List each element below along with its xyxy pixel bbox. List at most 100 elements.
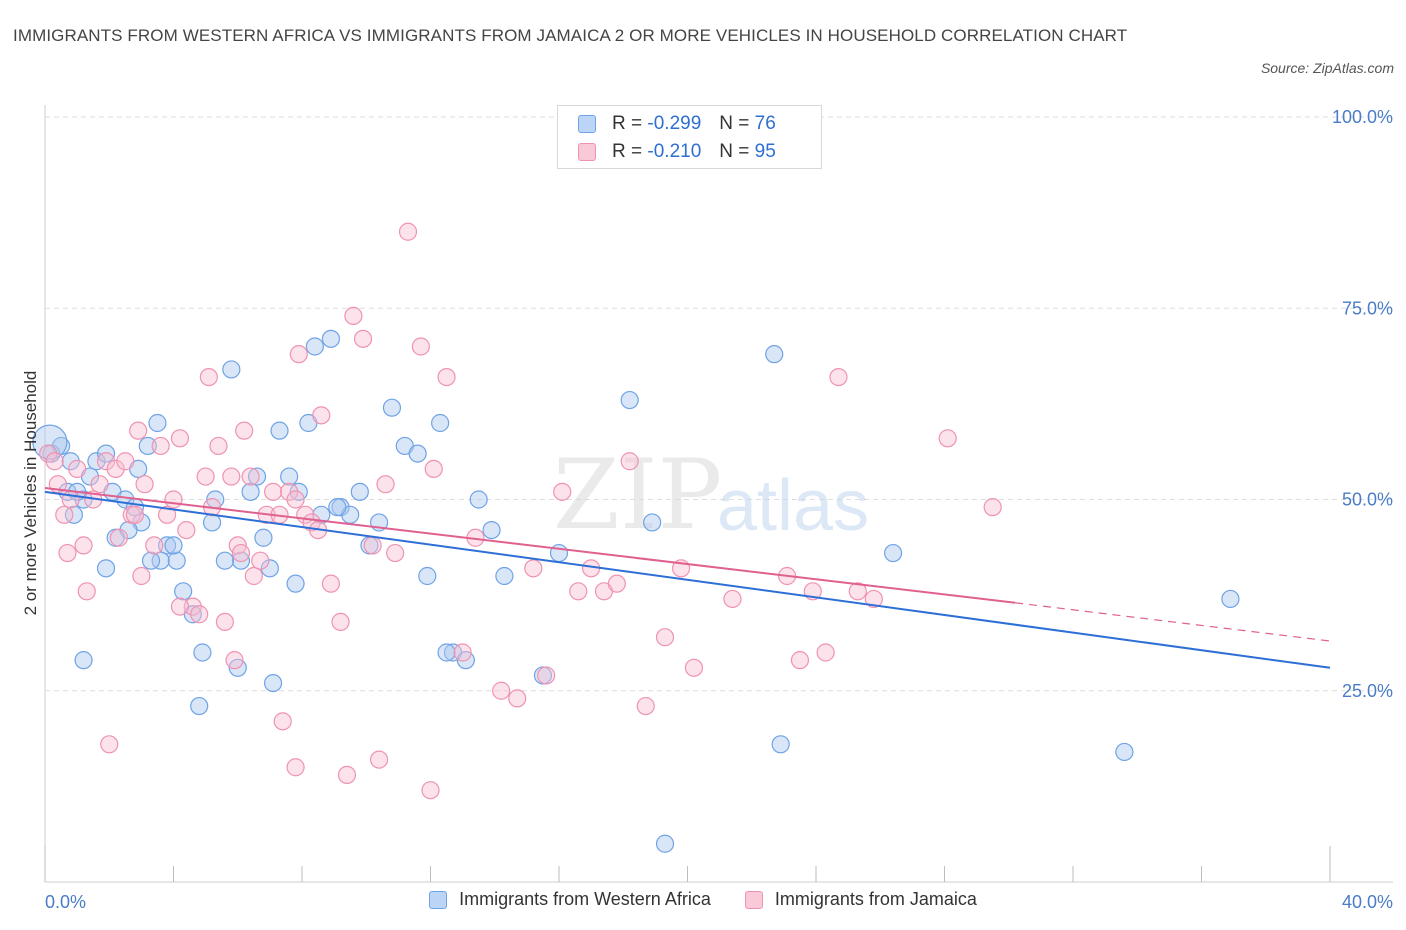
data-point [138,436,157,456]
data-point [129,421,148,440]
data-point [141,551,161,570]
data-point [331,612,350,632]
data-point [196,467,215,486]
legend-r-label: R = [612,113,643,134]
data-point [100,735,119,754]
legend-r-value: -0.210 [647,141,702,162]
data-point [106,459,125,478]
data-point [771,735,790,754]
data-point [280,467,299,486]
data-point [411,337,430,356]
watermark-zip: ZIP [553,439,722,551]
data-point [643,513,662,532]
data-point [289,345,308,364]
data-point [431,413,450,433]
series-western-africa-points [32,329,1240,853]
source-label: Source: ZipAtlas.com [1260,60,1394,76]
data-point [270,421,289,440]
data-point [96,444,116,463]
x-tick-label: 0.0% [45,892,86,912]
data-point [537,666,556,685]
data-point [328,498,347,517]
data-point [363,536,382,555]
tick-labels: 25.0% 50.0% 75.0% 100.0% 0.0% 40.0% [45,107,1393,912]
data-point [193,643,212,662]
data-point [251,551,270,570]
data-point [816,643,835,662]
legend-swatch-jamaica [578,143,596,161]
data-point [938,429,957,448]
data-point [116,452,135,471]
data-point [260,559,279,578]
data-point [209,436,228,456]
data-point [170,597,190,616]
grid-lines [45,116,1393,692]
data-point [864,589,883,609]
data-point [848,582,867,601]
data-point [453,643,472,662]
legend-n-label: N = [719,141,750,162]
data-point [254,528,273,547]
series-swatch-western-africa [429,890,448,909]
data-point [231,543,251,563]
data-point [45,452,64,471]
data-point [684,658,704,677]
data-point [620,452,639,471]
data-point [883,543,903,563]
trend-line [44,490,1331,669]
data-point [74,536,93,555]
data-point [64,505,84,524]
series-swatch-jamaica [744,890,763,909]
data-point [32,424,68,460]
data-point [87,452,106,471]
legend-n-value: 95 [754,141,776,162]
data-point [829,368,848,387]
data-point [983,498,1002,517]
data-point [74,651,93,670]
watermark-atlas: atlas [717,466,869,546]
data-point [321,574,341,593]
data-point [241,482,260,501]
data-point [273,712,292,731]
data-point [58,543,77,563]
data-point [199,368,218,387]
data-point [790,651,810,670]
data-point [286,574,305,593]
data-point [151,436,170,456]
data-point [437,643,456,662]
data-point [492,681,511,700]
data-point [109,528,128,547]
trend-line-extension [1015,602,1331,642]
data-point [225,651,244,670]
data-point [723,589,742,609]
data-point [305,337,324,356]
data-point [370,750,389,769]
data-point [655,628,675,647]
data-point [418,566,437,586]
data-point [164,490,183,509]
y-tick-label: 25.0% [1342,681,1393,701]
data-point [177,520,196,540]
data-point [350,482,369,501]
data-point [469,490,488,509]
data-point [376,475,395,494]
data-point [170,429,190,448]
data-point [437,368,456,387]
data-point [607,574,626,593]
legend-r-value: -0.299 [647,113,702,134]
data-point [421,781,440,800]
data-point [215,612,234,632]
data-point [231,551,251,570]
series-legend: Immigrants from Western Africa Immigrant… [0,889,1406,910]
series-legend-western-africa: Immigrants from Western Africa [429,889,711,910]
chart-title: IMMIGRANTS FROM WESTERN AFRICA VS IMMIGR… [13,26,1128,45]
y-tick-label: 100.0% [1332,107,1393,127]
data-point [620,390,639,410]
legend-r-label: R = [612,141,643,162]
data-point [344,306,363,325]
legend-n-value: 76 [754,113,776,134]
data-point [312,505,331,524]
data-point [148,413,167,433]
data-point [312,406,331,425]
